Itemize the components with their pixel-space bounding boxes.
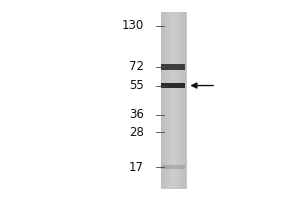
Text: 55: 55 <box>129 79 144 92</box>
Bar <box>173 12 174 188</box>
Bar <box>167 12 168 188</box>
Bar <box>166 12 167 188</box>
Bar <box>160 12 186 188</box>
Text: 28: 28 <box>129 126 144 139</box>
Text: 36: 36 <box>129 108 144 121</box>
Bar <box>161 83 185 88</box>
Bar <box>161 12 162 188</box>
Bar <box>177 12 178 188</box>
Bar <box>172 12 173 188</box>
Bar <box>185 12 186 188</box>
Bar <box>184 12 185 188</box>
Text: 72: 72 <box>129 60 144 73</box>
Bar <box>175 12 176 188</box>
Bar <box>182 12 183 188</box>
Bar <box>183 12 184 188</box>
Bar <box>160 12 161 188</box>
Bar <box>170 12 171 188</box>
Bar <box>176 12 177 188</box>
Bar <box>165 12 166 188</box>
Bar <box>180 12 181 188</box>
Bar <box>163 12 164 188</box>
Bar <box>181 12 182 188</box>
Bar <box>162 12 163 188</box>
Bar <box>169 12 170 188</box>
Bar <box>168 12 169 188</box>
Bar <box>161 165 185 169</box>
Bar <box>179 12 180 188</box>
Bar <box>174 12 175 188</box>
Bar <box>164 12 165 188</box>
Bar <box>171 12 172 188</box>
Text: 17: 17 <box>129 161 144 174</box>
Text: 130: 130 <box>122 19 144 32</box>
Bar <box>178 12 179 188</box>
Bar <box>161 64 185 70</box>
